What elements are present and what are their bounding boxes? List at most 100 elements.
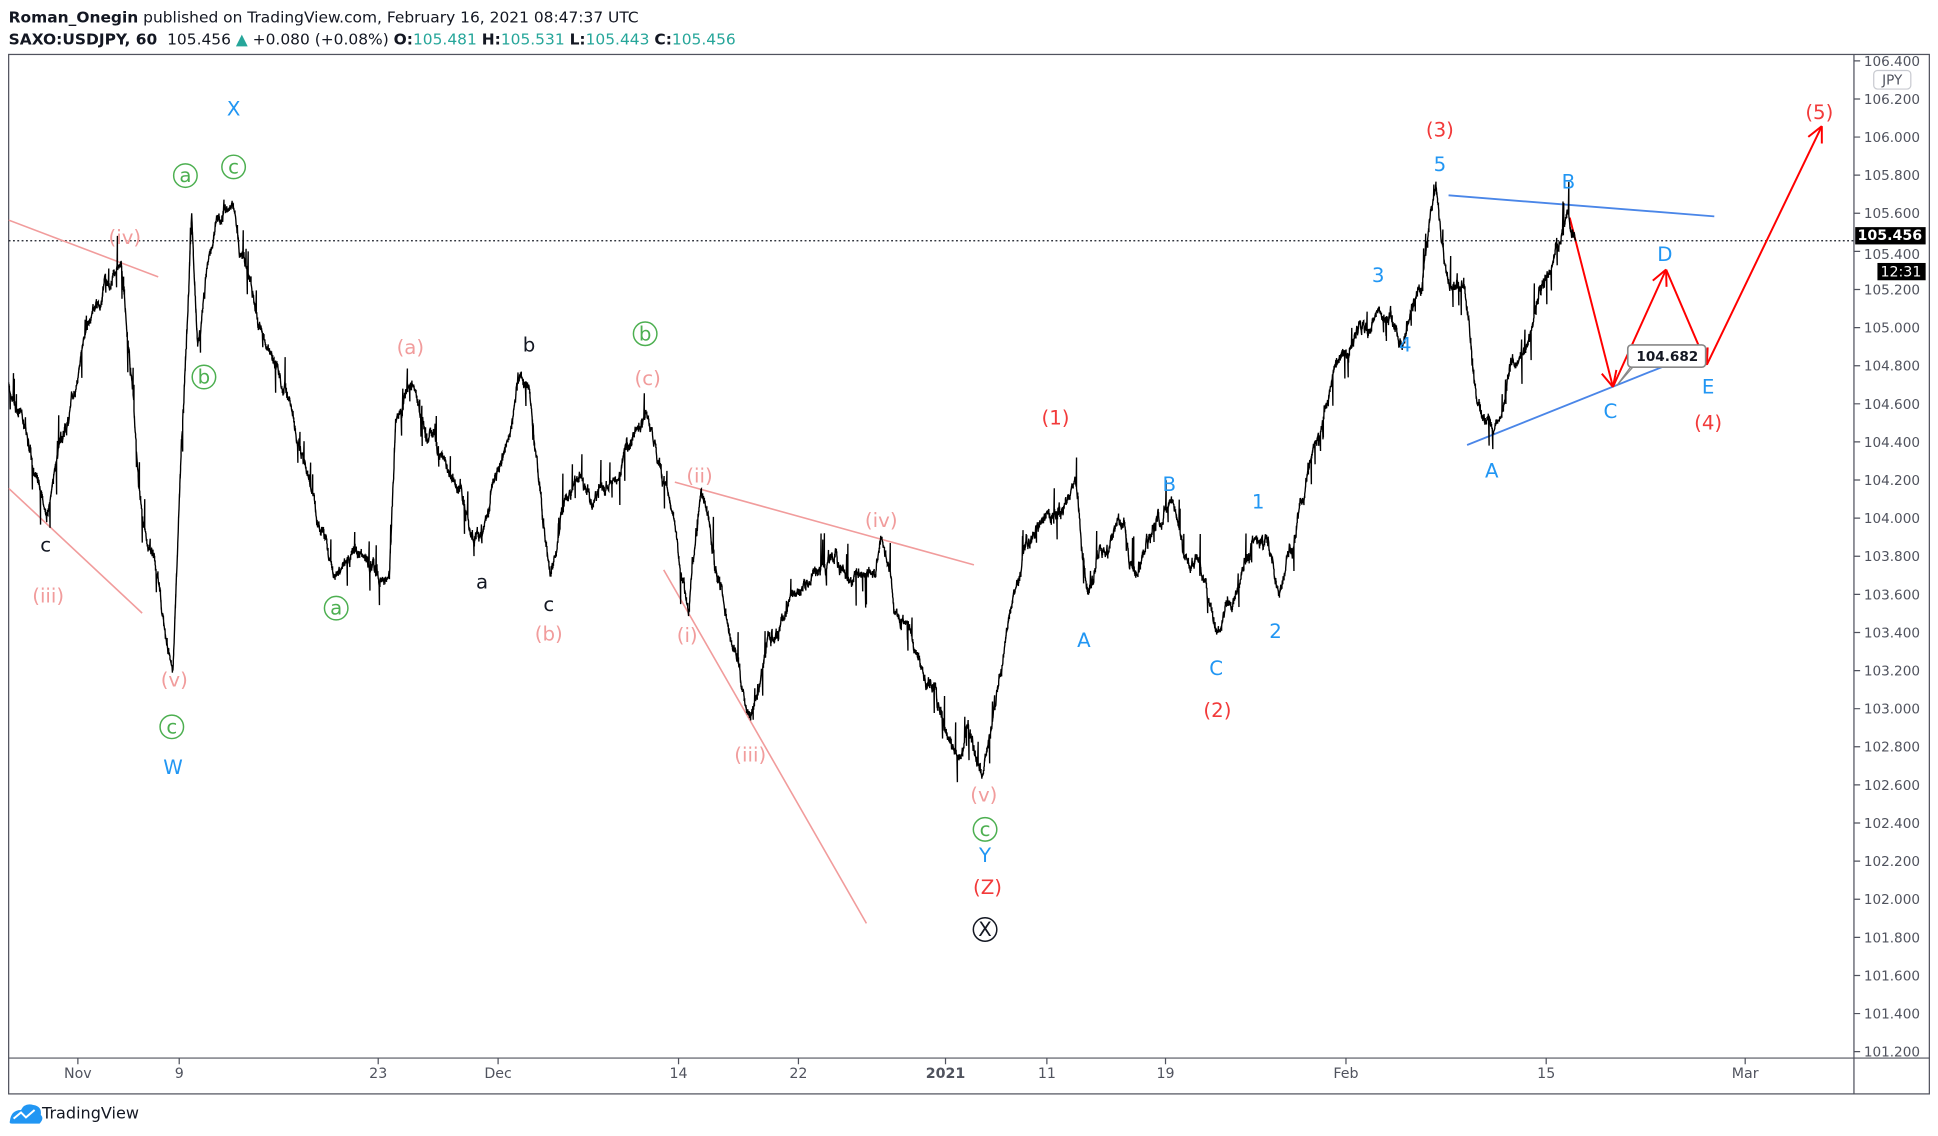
wave-label[interactable]: X	[972, 917, 998, 943]
wave-label[interactable]: (iv)	[109, 226, 142, 249]
wave-label[interactable]: b	[523, 333, 536, 356]
price-callout-text: 104.682	[1636, 349, 1698, 365]
wave-label[interactable]: 4	[1399, 333, 1412, 356]
wave-label[interactable]: A	[1077, 629, 1091, 652]
wave-label[interactable]: a	[476, 571, 488, 594]
wave-label[interactable]: E	[1702, 375, 1715, 398]
wave-label[interactable]: (2)	[1203, 699, 1231, 722]
wave-label[interactable]: a	[172, 163, 198, 189]
current-price-value: 105.456	[1857, 228, 1922, 244]
wave-label[interactable]: 3	[1372, 264, 1385, 287]
circle-badge-icon	[972, 816, 998, 842]
price-tick-label: 103.400	[1864, 625, 1920, 641]
wave-label-text: (i)	[677, 624, 698, 647]
time-tick-label: 15	[1537, 1066, 1555, 1082]
circle-badge-icon	[159, 714, 185, 740]
pink-trendline[interactable]	[663, 569, 868, 924]
arrowhead-icon	[1652, 268, 1667, 282]
price-tick-label: 102.200	[1864, 854, 1920, 870]
price-tick-label: 104.400	[1864, 435, 1920, 451]
bar-countdown: 12:31	[1880, 265, 1921, 281]
wave-label[interactable]: (iv)	[865, 509, 898, 532]
wave-label-text: b	[198, 366, 211, 389]
author[interactable]: Roman_Onegin	[9, 8, 139, 26]
wave-label-text: C	[1604, 400, 1618, 423]
wave-label[interactable]: (i)	[677, 624, 698, 647]
wave-label-text: (1)	[1042, 406, 1070, 429]
wave-label[interactable]: 1	[1252, 490, 1265, 513]
wave-label[interactable]: b	[632, 321, 658, 347]
wave-label-text: 4	[1399, 333, 1412, 356]
time-tick-label: 11	[1038, 1066, 1056, 1082]
arrowhead-icon	[1601, 373, 1614, 388]
last-price: 105.456	[167, 31, 231, 49]
pink-trendline[interactable]	[674, 481, 975, 566]
wave-label[interactable]: (v)	[161, 668, 188, 691]
wave-label-text: a	[330, 597, 342, 620]
time-tick-label: 19	[1156, 1066, 1174, 1082]
pink-trendline[interactable]	[8, 219, 159, 278]
tradingview-logo[interactable]: TradingView	[9, 1104, 139, 1124]
wave-label[interactable]: 2	[1269, 620, 1282, 643]
circle-badge-icon	[172, 163, 198, 189]
currency-badge[interactable]: JPY	[1873, 69, 1912, 90]
wave-label-text: (a)	[397, 336, 425, 359]
wave-label[interactable]: B	[1562, 170, 1576, 193]
wave-label-text: (iii)	[734, 744, 766, 767]
chart-frame	[8, 53, 1930, 1095]
wave-label[interactable]: c	[159, 714, 185, 740]
wave-label[interactable]: C	[1209, 657, 1223, 680]
wave-label-text: a	[179, 164, 191, 187]
wave-label[interactable]: D	[1657, 243, 1672, 266]
time-tick-label: 22	[789, 1066, 807, 1082]
price-tick-label: 102.800	[1864, 740, 1920, 756]
wave-label[interactable]: (iii)	[32, 584, 64, 607]
wave-label-text: a	[476, 571, 488, 594]
wave-label[interactable]: (4)	[1694, 411, 1722, 434]
price-tick-label: 101.800	[1864, 930, 1920, 946]
wave-label[interactable]: a	[323, 595, 349, 621]
wave-label[interactable]: 5	[1434, 153, 1447, 176]
wave-label[interactable]: A	[1485, 459, 1499, 482]
price-tick-label: 106.400	[1864, 54, 1920, 70]
time-tick-label: 2021	[926, 1066, 966, 1082]
wave-label[interactable]: Y	[978, 844, 992, 867]
wave-label-text: (2)	[1203, 699, 1231, 722]
projection-arrow[interactable]	[1705, 125, 1823, 366]
wave-label-text: 1	[1252, 490, 1265, 513]
wave-label[interactable]: (a)	[397, 336, 425, 359]
wave-label[interactable]: c	[40, 534, 51, 557]
pink-trendline[interactable]	[8, 487, 143, 614]
wave-label[interactable]: c	[543, 593, 554, 616]
wave-label-text: (v)	[161, 668, 188, 691]
wave-label[interactable]: (b)	[535, 623, 563, 646]
wave-label[interactable]: C	[1604, 400, 1618, 423]
time-axis[interactable]: Nov 9 23 Dec 14 22 2021 11 19 Feb 15 Mar	[64, 1058, 1759, 1082]
wave-label[interactable]: (v)	[970, 783, 997, 806]
projection-arrow[interactable]	[1568, 217, 1614, 388]
wave-label[interactable]: c	[972, 816, 998, 842]
wave-label[interactable]: (5)	[1805, 101, 1833, 124]
wave-label[interactable]: (Z)	[973, 876, 1002, 899]
wave-label[interactable]: (iii)	[734, 744, 766, 767]
symbol[interactable]: SAXO:USDJPY, 60	[9, 31, 158, 49]
price-axis[interactable]: 106.400 106.200 106.000 105.800 105.600 105.4…	[1853, 54, 1920, 1061]
wave-label[interactable]: (ii)	[686, 464, 712, 487]
wave-label[interactable]: (1)	[1042, 406, 1070, 429]
price-tick-label: 105.200	[1864, 282, 1920, 298]
arrowhead-icon	[1807, 125, 1823, 138]
wave-label[interactable]: (3)	[1426, 118, 1454, 141]
price-tick-label: 103.000	[1864, 702, 1920, 718]
change: +0.080 (+0.08%)	[253, 31, 389, 49]
price-callout[interactable]	[1626, 344, 1707, 368]
wave-label-text: C	[1209, 657, 1223, 680]
wave-label[interactable]: c	[221, 154, 247, 180]
wave-label[interactable]: X	[227, 97, 241, 120]
wave-label[interactable]: (c)	[634, 367, 660, 390]
projection-arrow[interactable]	[1612, 269, 1667, 388]
wave-label[interactable]: b	[191, 364, 217, 390]
triangle-trendline[interactable]	[1448, 194, 1715, 218]
plot-area[interactable]: 104.682 Xa c(iv)bc(iii)(v)cWa(a) bac(b)b(c…	[8, 97, 1854, 943]
wave-label[interactable]: B	[1162, 473, 1176, 496]
wave-label[interactable]: W	[163, 756, 183, 779]
